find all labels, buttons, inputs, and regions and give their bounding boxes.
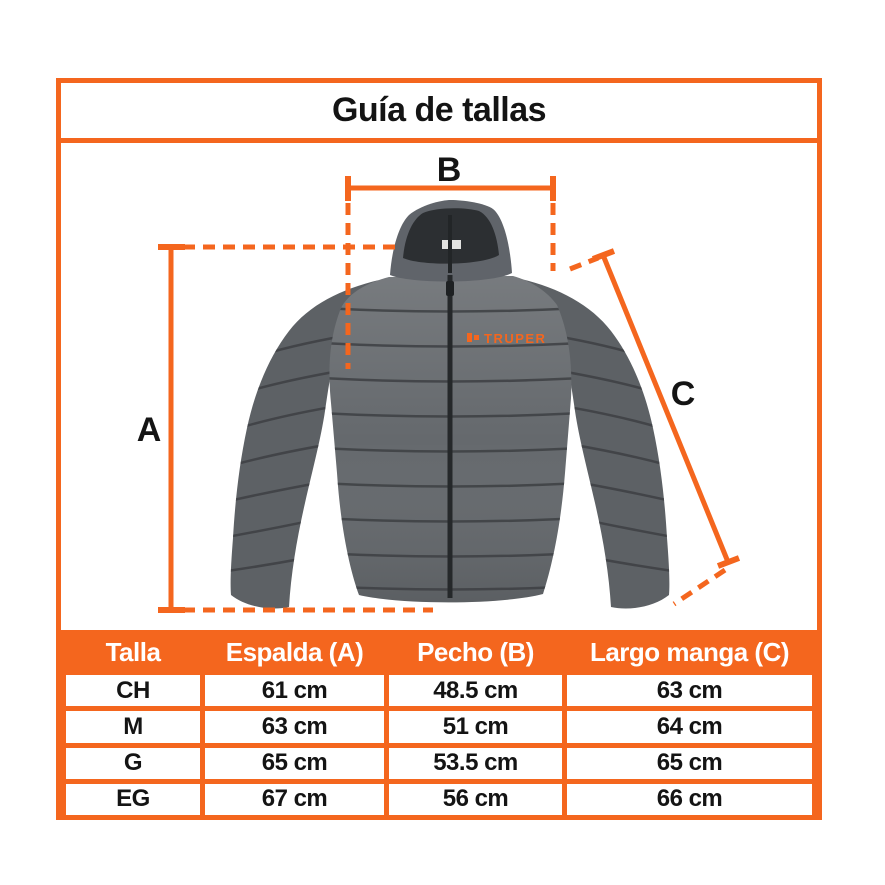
size-table: Talla Espalda (A) Pecho (B) Largo manga … xyxy=(61,630,817,820)
cell-ch-talla: CH xyxy=(66,675,200,707)
title-bar: Guía de tallas xyxy=(61,83,817,143)
measurement-b: B xyxy=(345,151,556,369)
table-header-espalda: Espalda (A) xyxy=(225,637,364,667)
jacket-diagram-svg: TRUPER A xyxy=(137,151,741,613)
cell-eg-talla: EG xyxy=(66,783,200,815)
measurement-diagram: TRUPER A xyxy=(61,143,817,630)
page-title: Guía de tallas xyxy=(331,91,547,129)
truper-logo-icon xyxy=(467,333,472,342)
measure-a-label: A xyxy=(137,411,162,449)
cell-ch-pecho: 48.5 cm xyxy=(389,675,562,707)
cell-m-manga: 64 cm xyxy=(567,711,812,743)
cell-eg-manga: 66 cm xyxy=(567,783,812,815)
cell-m-pecho: 51 cm xyxy=(389,711,562,743)
cell-ch-espalda: 61 cm xyxy=(205,675,384,707)
guide-frame: Guía de tallas xyxy=(56,78,822,820)
measurement-c: C xyxy=(569,248,741,607)
cell-eg-espalda: 67 cm xyxy=(205,783,384,815)
cell-m-espalda: 63 cm xyxy=(205,711,384,743)
cell-eg-pecho: 56 cm xyxy=(389,783,562,815)
measure-c-line xyxy=(600,254,731,563)
table-header-pecho: Pecho (B) xyxy=(417,637,534,667)
measure-c-cap-top xyxy=(591,248,616,262)
jacket-brand-logo: TRUPER xyxy=(467,331,546,346)
cell-g-espalda: 65 cm xyxy=(205,747,384,779)
truper-logo-icon-dot xyxy=(474,335,479,340)
cell-m-talla: M xyxy=(66,711,200,743)
table-header-talla: Talla xyxy=(105,637,161,667)
cell-g-talla: G xyxy=(66,747,200,779)
table-header-largo-manga: Largo manga (C) xyxy=(589,637,790,667)
cell-ch-manga: 63 cm xyxy=(567,675,812,707)
zipper-pull xyxy=(446,281,454,296)
measure-c-cap-bottom xyxy=(716,555,741,569)
cell-g-pecho: 53.5 cm xyxy=(389,747,562,779)
measurement-a: A xyxy=(137,244,433,613)
jacket-logo-text: TRUPER xyxy=(484,331,546,346)
measure-b-label: B xyxy=(437,151,462,189)
measure-c-label: C xyxy=(671,375,696,413)
measure-c-bottom-dash xyxy=(672,567,727,607)
cell-g-manga: 65 cm xyxy=(567,747,812,779)
